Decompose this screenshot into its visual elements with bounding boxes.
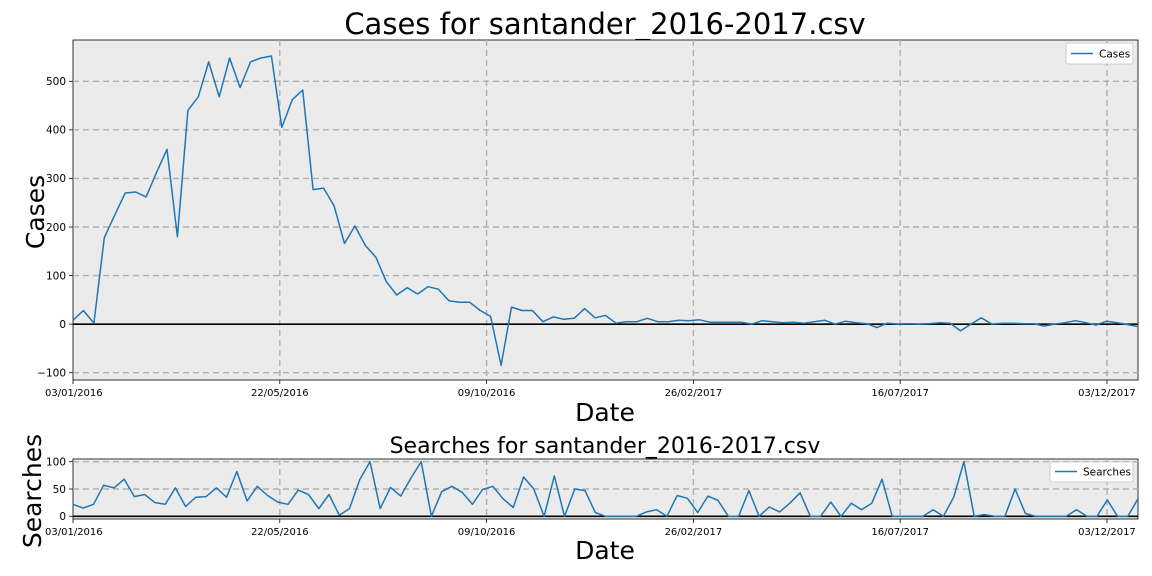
y-tick-label: 100 (46, 270, 66, 282)
searches-chart-title: Searches for santander_2016-2017.csv (390, 434, 821, 459)
cases-legend-label: Cases (1099, 49, 1130, 61)
y-tick-label: 300 (46, 173, 66, 185)
x-tick-label: 22/05/2016 (251, 388, 309, 399)
cases-series (72, 55, 1139, 367)
cases-x-ticks: 03/01/2016 22/05/2016 09/10/2016 26/02/2017… (45, 380, 1136, 399)
x-tick-label: 09/10/2016 (458, 527, 516, 538)
cases-y-ticks: −100 0 100 200 300 400 500 (37, 76, 73, 380)
y-tick-label: −100 (37, 368, 66, 380)
searches-legend-label: Searches (1083, 467, 1131, 479)
searches-chart: Searches for santander_2016-2017.csv 0 50… (18, 434, 1139, 565)
y-tick-label: 0 (59, 319, 66, 331)
cases-legend-box (1065, 42, 1134, 65)
searches-legend-box (1049, 461, 1134, 483)
cases-y-axis-label: Cases (21, 175, 50, 249)
searches-x-axis-label: Date (575, 536, 635, 565)
cases-chart: Cases for santander_2016-2017.csv −100 0 1… (21, 7, 1139, 427)
series-line (72, 55, 1139, 367)
x-tick-label: 03/01/2016 (45, 388, 103, 399)
x-tick-label: 16/07/2017 (871, 527, 929, 538)
x-tick-label: 03/12/2017 (1078, 527, 1136, 538)
searches-series (72, 460, 1139, 518)
x-tick-label: 03/12/2017 (1078, 388, 1136, 399)
cases-chart-title: Cases for santander_2016-2017.csv (344, 7, 865, 41)
y-tick-label: 0 (59, 511, 66, 523)
y-tick-label: 200 (46, 222, 66, 234)
x-tick-label: 26/02/2017 (665, 527, 723, 538)
cases-x-axis-label: Date (575, 398, 635, 427)
searches-x-ticks: 03/01/2016 22/05/2016 09/10/2016 26/02/2017… (45, 519, 1136, 538)
x-tick-label: 03/01/2016 (45, 527, 103, 538)
searches-y-ticks: 0 50 100 (46, 457, 73, 523)
cases-plot-area (72, 39, 1139, 381)
x-tick-label: 16/07/2017 (871, 388, 929, 399)
y-tick-label: 100 (46, 457, 66, 469)
series-line (72, 460, 1139, 518)
x-tick-label: 09/10/2016 (458, 388, 516, 399)
x-tick-label: 26/02/2017 (665, 388, 723, 399)
searches-y-axis-label: Searches (18, 434, 47, 548)
y-tick-label: 50 (53, 484, 66, 496)
y-tick-label: 400 (46, 125, 66, 137)
searches-legend: Searches (1049, 461, 1134, 483)
y-tick-label: 500 (46, 76, 66, 88)
x-tick-label: 22/05/2016 (251, 527, 309, 538)
cases-legend: Cases (1065, 42, 1134, 65)
